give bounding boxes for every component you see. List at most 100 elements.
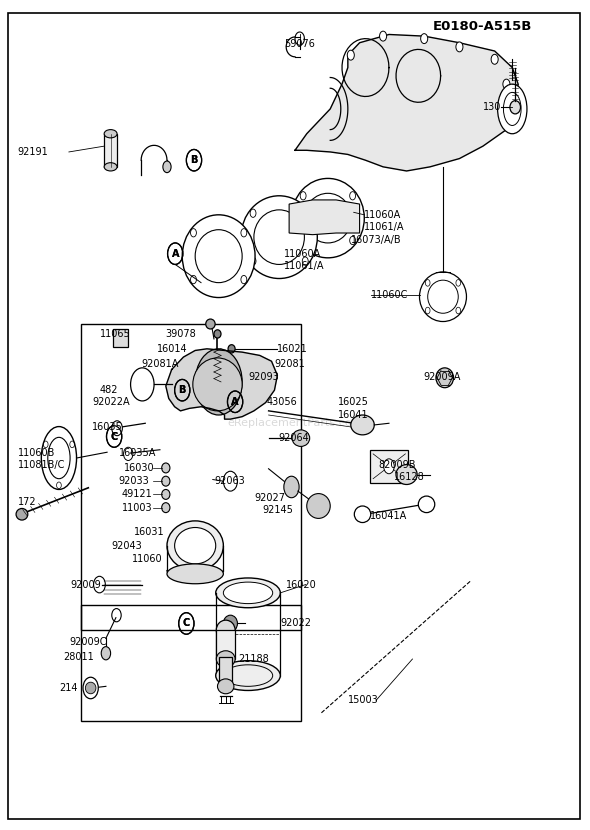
Text: 11060: 11060: [132, 554, 162, 564]
Text: 482: 482: [100, 385, 119, 395]
Circle shape: [101, 647, 110, 660]
Text: 92022A: 92022A: [93, 397, 130, 407]
Text: 11060C: 11060C: [371, 290, 409, 300]
Text: 92145: 92145: [263, 505, 294, 515]
Ellipse shape: [224, 615, 237, 632]
Text: 92009C: 92009C: [69, 637, 106, 647]
Text: C: C: [183, 618, 190, 628]
Text: 15003: 15003: [348, 696, 379, 706]
Ellipse shape: [216, 661, 280, 691]
Ellipse shape: [418, 496, 435, 513]
Bar: [219, 657, 232, 684]
Ellipse shape: [104, 163, 117, 171]
Text: 92043: 92043: [112, 540, 143, 550]
Text: 11061/A: 11061/A: [364, 222, 405, 232]
Text: 11060A: 11060A: [364, 210, 402, 220]
Ellipse shape: [241, 196, 317, 279]
Ellipse shape: [162, 476, 170, 486]
Bar: [104, 134, 117, 167]
Text: 214: 214: [59, 683, 77, 693]
Text: 16041A: 16041A: [370, 511, 408, 521]
Text: 92081A: 92081A: [141, 359, 179, 369]
Text: 92009: 92009: [71, 579, 101, 589]
Ellipse shape: [351, 415, 374, 435]
Circle shape: [456, 42, 463, 51]
Text: 172: 172: [18, 497, 37, 507]
Ellipse shape: [86, 682, 96, 694]
Text: A: A: [231, 397, 239, 407]
Text: A: A: [172, 249, 179, 259]
Circle shape: [384, 459, 394, 474]
Text: E0180-A515B: E0180-A515B: [433, 20, 532, 32]
Text: 16021: 16021: [277, 344, 308, 354]
Text: 16020: 16020: [286, 579, 317, 589]
Circle shape: [83, 677, 99, 699]
Bar: [217, 630, 235, 659]
Circle shape: [163, 161, 171, 173]
Ellipse shape: [436, 368, 454, 388]
Polygon shape: [289, 200, 359, 235]
Ellipse shape: [396, 465, 417, 485]
Ellipse shape: [162, 463, 170, 473]
Text: 16073/A/B: 16073/A/B: [352, 235, 402, 245]
Bar: [81, 605, 301, 721]
Text: 92009A: 92009A: [423, 372, 460, 382]
Circle shape: [348, 50, 355, 60]
Text: 16025: 16025: [338, 397, 369, 407]
Text: 130: 130: [483, 102, 501, 112]
Text: 92081: 92081: [274, 359, 305, 369]
Ellipse shape: [167, 521, 224, 570]
Circle shape: [112, 421, 122, 436]
Text: 59076: 59076: [284, 39, 315, 50]
Circle shape: [213, 374, 225, 390]
Ellipse shape: [41, 427, 77, 490]
Text: 92064: 92064: [278, 433, 309, 443]
Text: C: C: [110, 432, 118, 442]
Text: B: B: [179, 385, 186, 395]
Circle shape: [224, 471, 237, 491]
Ellipse shape: [228, 344, 235, 353]
Text: A: A: [231, 397, 239, 407]
Text: B: B: [179, 385, 186, 395]
Polygon shape: [166, 349, 277, 419]
Text: eReplacementParts.com: eReplacementParts.com: [227, 418, 363, 428]
Text: C: C: [110, 432, 118, 442]
Text: 21188: 21188: [238, 654, 269, 664]
Text: 11061/A: 11061/A: [284, 261, 325, 271]
Ellipse shape: [218, 679, 234, 694]
Text: 11065: 11065: [100, 329, 131, 339]
Text: 16128: 16128: [394, 472, 424, 482]
Circle shape: [130, 368, 154, 401]
Ellipse shape: [419, 272, 467, 321]
Ellipse shape: [217, 651, 235, 667]
Ellipse shape: [162, 490, 170, 500]
Text: 28011: 28011: [63, 652, 94, 662]
Ellipse shape: [217, 620, 235, 640]
Bar: [81, 324, 301, 630]
Ellipse shape: [216, 578, 280, 608]
Text: 92191: 92191: [18, 147, 48, 157]
Circle shape: [195, 349, 242, 415]
Text: 92093: 92093: [248, 372, 278, 382]
Text: 49121: 49121: [122, 490, 153, 500]
Circle shape: [284, 476, 299, 498]
Text: 92063: 92063: [215, 476, 245, 486]
Text: 16014: 16014: [157, 344, 188, 354]
Text: 92027: 92027: [254, 493, 285, 503]
Circle shape: [204, 361, 233, 403]
Circle shape: [379, 32, 386, 42]
Ellipse shape: [292, 430, 310, 447]
Text: 16035: 16035: [93, 422, 123, 432]
Ellipse shape: [355, 506, 371, 523]
Text: 11081B/C: 11081B/C: [18, 460, 65, 470]
Circle shape: [491, 54, 498, 64]
Polygon shape: [295, 35, 518, 171]
Ellipse shape: [224, 582, 273, 603]
Ellipse shape: [206, 319, 215, 329]
Ellipse shape: [214, 330, 221, 338]
Text: B: B: [191, 155, 198, 165]
Text: C: C: [183, 618, 190, 628]
Text: 82009B: 82009B: [378, 460, 416, 470]
Text: 39078: 39078: [166, 329, 196, 339]
Text: 92022: 92022: [280, 618, 312, 628]
